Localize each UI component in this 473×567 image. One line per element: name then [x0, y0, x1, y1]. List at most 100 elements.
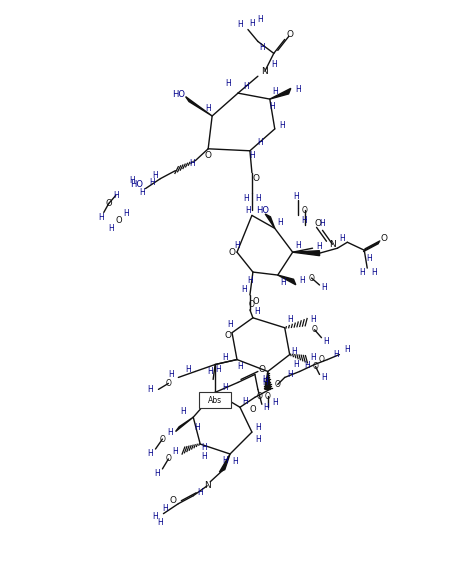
- Text: H: H: [259, 43, 265, 52]
- Text: H: H: [371, 268, 377, 277]
- Text: H: H: [279, 121, 285, 130]
- Text: O: O: [318, 355, 324, 364]
- Text: H: H: [158, 518, 163, 527]
- Text: H: H: [113, 191, 119, 200]
- Text: H: H: [185, 365, 191, 374]
- Text: O: O: [228, 248, 236, 257]
- Text: H: H: [287, 370, 293, 379]
- Text: H: H: [243, 82, 249, 91]
- Text: H: H: [255, 194, 261, 203]
- Text: H: H: [272, 398, 278, 407]
- Text: H: H: [333, 350, 339, 359]
- Text: H: H: [243, 194, 249, 203]
- Polygon shape: [293, 251, 320, 256]
- Text: H: H: [237, 362, 243, 371]
- Text: H: H: [262, 375, 268, 384]
- Polygon shape: [219, 454, 230, 472]
- Text: O: O: [286, 30, 293, 39]
- Text: H: H: [245, 206, 251, 215]
- Text: HO: HO: [130, 180, 143, 189]
- Text: O: O: [308, 273, 315, 282]
- Text: H: H: [241, 285, 247, 294]
- Text: HO: HO: [256, 206, 269, 215]
- Text: O: O: [257, 392, 263, 401]
- Text: H: H: [173, 446, 178, 455]
- Text: H: H: [316, 242, 323, 251]
- Text: H: H: [344, 345, 350, 354]
- Text: O: O: [265, 392, 271, 401]
- Text: H: H: [322, 284, 327, 293]
- Text: H: H: [311, 315, 316, 324]
- Text: H: H: [163, 504, 168, 513]
- Text: H: H: [189, 159, 195, 168]
- Text: Abs: Abs: [208, 396, 222, 405]
- Text: H: H: [272, 87, 278, 96]
- Text: H: H: [249, 151, 255, 160]
- Text: O: O: [225, 331, 232, 340]
- Text: H: H: [271, 60, 277, 69]
- Text: O: O: [105, 199, 112, 208]
- Text: H: H: [324, 337, 329, 346]
- Text: H: H: [287, 315, 293, 324]
- Text: H: H: [300, 276, 306, 285]
- Text: H: H: [257, 15, 263, 24]
- Text: H: H: [215, 365, 221, 374]
- Text: H: H: [295, 84, 300, 94]
- Text: H: H: [201, 442, 207, 451]
- Text: H: H: [155, 469, 160, 479]
- Text: H: H: [148, 385, 153, 394]
- Text: H: H: [194, 422, 200, 431]
- Text: H: H: [123, 209, 129, 218]
- FancyBboxPatch shape: [199, 392, 231, 408]
- Text: H: H: [295, 241, 300, 249]
- Text: O: O: [253, 174, 259, 183]
- Text: H: H: [302, 216, 307, 225]
- Text: O: O: [166, 379, 171, 388]
- Text: H: H: [262, 378, 268, 387]
- Text: H: H: [237, 20, 243, 29]
- Text: H: H: [140, 188, 145, 197]
- Text: H: H: [255, 422, 261, 431]
- Text: H: H: [207, 367, 213, 376]
- Text: H: H: [367, 253, 372, 263]
- Text: O: O: [249, 301, 255, 310]
- Text: H: H: [225, 79, 231, 88]
- Text: O: O: [302, 206, 307, 215]
- Text: H: H: [167, 428, 173, 437]
- Text: O: O: [275, 380, 280, 389]
- Text: O: O: [166, 455, 171, 463]
- Polygon shape: [185, 96, 212, 116]
- Text: H: H: [293, 192, 298, 201]
- Text: H: H: [205, 104, 211, 112]
- Text: O: O: [381, 234, 388, 243]
- Polygon shape: [265, 371, 271, 390]
- Text: H: H: [359, 268, 365, 277]
- Polygon shape: [278, 275, 296, 285]
- Text: H: H: [280, 277, 286, 286]
- Text: H: H: [291, 347, 297, 356]
- Text: H: H: [168, 370, 174, 379]
- Text: H: H: [222, 383, 228, 392]
- Text: H: H: [254, 307, 260, 316]
- Text: H: H: [305, 361, 310, 370]
- Text: H: H: [311, 353, 316, 362]
- Polygon shape: [175, 417, 193, 431]
- Text: O: O: [314, 219, 321, 228]
- Text: H: H: [257, 138, 263, 147]
- Text: H: H: [263, 403, 269, 412]
- Text: H: H: [153, 512, 158, 521]
- Text: H: H: [98, 213, 104, 222]
- Text: H: H: [153, 171, 158, 180]
- Text: N: N: [204, 481, 210, 490]
- Text: H: H: [227, 320, 233, 329]
- Text: H: H: [130, 176, 135, 185]
- Text: H: H: [197, 488, 203, 497]
- Text: H: H: [277, 218, 283, 227]
- Text: O: O: [253, 297, 259, 306]
- Text: O: O: [159, 434, 166, 443]
- Text: O: O: [313, 362, 318, 371]
- Polygon shape: [265, 214, 275, 229]
- Text: H: H: [222, 456, 228, 466]
- Text: H: H: [269, 101, 275, 111]
- Text: H: H: [180, 407, 186, 416]
